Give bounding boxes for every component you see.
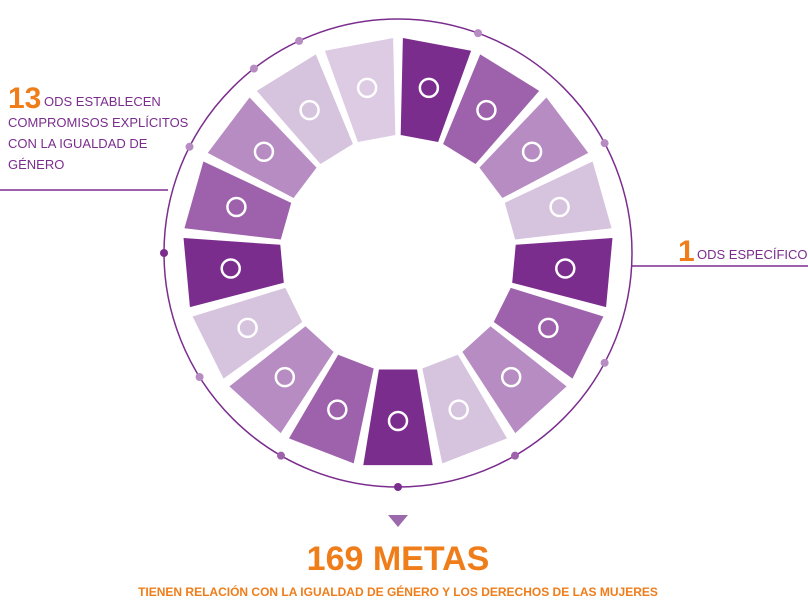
- sdg-segment: [363, 369, 433, 466]
- footer-subtitle: TIENEN RELACIÓN CON LA IGUALDAD DE GÉNER…: [138, 584, 658, 599]
- sdg-icon: [476, 99, 497, 121]
- footer-title: 169 METAS: [307, 540, 490, 578]
- sdg-segment: [493, 287, 604, 379]
- ring-dot: [394, 483, 402, 491]
- ring-dot: [474, 29, 483, 38]
- sdg-icon: [253, 141, 275, 163]
- ring-dot: [600, 358, 609, 367]
- left-line: COMPROMISOS EXPLÍCITOS: [8, 115, 189, 130]
- arrow-down: [388, 515, 408, 527]
- sdg-icon: [500, 366, 522, 388]
- sdg-icon: [387, 410, 409, 432]
- ring-dot: [160, 249, 168, 257]
- sdg-segment: [422, 354, 508, 464]
- sdg-segment: [229, 326, 334, 434]
- sdg-wheel: [160, 18, 633, 491]
- ring-dot: [277, 451, 285, 460]
- right-text: ODS ESPECÍFICO: [697, 247, 808, 262]
- sdg-segment: [256, 54, 353, 165]
- ring-dot: [195, 373, 204, 382]
- ring-dot: [511, 451, 519, 460]
- sdg-icon: [237, 317, 258, 339]
- sdg-icon: [226, 196, 247, 218]
- sdg-segment: [479, 97, 589, 199]
- sdg-icon: [538, 317, 559, 339]
- sdg-icon: [327, 399, 348, 420]
- sdg-segment: [504, 161, 612, 240]
- sdg-segment: [192, 287, 303, 379]
- sdg-icon: [555, 258, 576, 279]
- sdg-icon: [418, 77, 440, 99]
- sdg-segment: [288, 354, 374, 464]
- left-line: GÉNERO: [8, 157, 64, 172]
- sdg-segment: [400, 38, 472, 143]
- right-number: 1: [678, 235, 695, 268]
- sdg-segment: [462, 326, 567, 434]
- left-line: ODS ESTABLECEN: [44, 94, 161, 109]
- ring-dot: [295, 36, 304, 45]
- sdg-icon: [549, 196, 570, 218]
- left-line: CON LA IGUALDAD DE: [8, 136, 148, 151]
- sdg-segment: [183, 238, 284, 308]
- left-number: 13: [8, 82, 41, 115]
- sdg-icon: [356, 77, 378, 99]
- sdg-icon: [299, 99, 320, 121]
- ring-dot: [600, 139, 609, 148]
- sdg-segment: [443, 54, 540, 165]
- ring-dot: [249, 64, 258, 73]
- sdg-segment: [324, 38, 396, 143]
- ring-dot: [185, 142, 194, 151]
- sdg-icon: [448, 399, 469, 420]
- sdg-icon: [521, 141, 543, 163]
- sdg-icon: [220, 258, 241, 279]
- sdg-segment: [207, 97, 317, 199]
- sdg-icon: [274, 366, 296, 388]
- sdg-segment: [184, 161, 292, 240]
- sdg-segment: [512, 238, 613, 308]
